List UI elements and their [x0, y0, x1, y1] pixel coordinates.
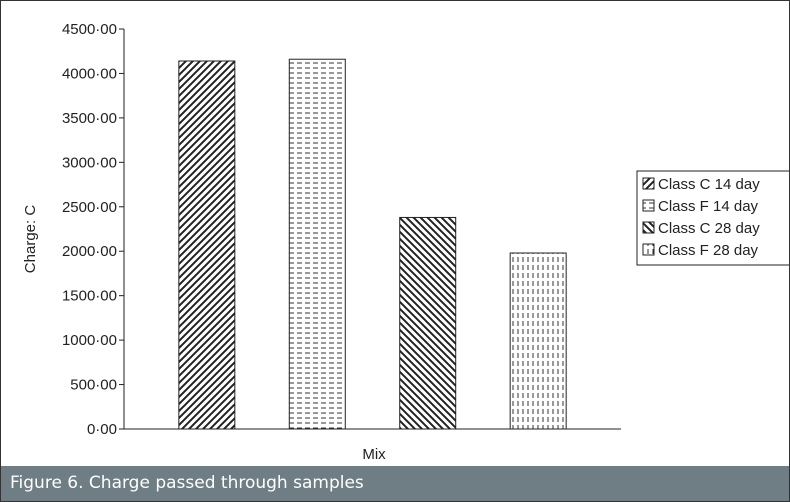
legend-label: Class F 28 day — [658, 242, 759, 259]
y-tick-label: 0·00 — [87, 421, 117, 438]
y-tick-label: 500·00 — [70, 377, 117, 394]
y-tick-label: 4500·00 — [62, 21, 117, 38]
legend-swatch — [642, 243, 655, 256]
bars — [178, 58, 567, 430]
legend-swatch — [642, 177, 655, 190]
caption-bar: Figure 6. Charge passed through samples — [1, 466, 789, 501]
legend-label: Class F 14 day — [658, 198, 759, 215]
y-tick-label: 3000·00 — [62, 154, 117, 171]
y-tick-label: 4000·00 — [62, 65, 117, 82]
figure-caption: Figure 6. Charge passed through samples — [10, 473, 364, 493]
bar-class-f-28-day — [509, 252, 567, 430]
legend-swatch — [642, 199, 655, 212]
x-axis-label: Mix — [362, 446, 386, 463]
bar-class-c-14-day — [178, 60, 236, 430]
bar-class-f-14-day — [288, 58, 346, 430]
y-axis-label: Charge: C — [22, 205, 39, 274]
legend-swatch — [642, 221, 655, 234]
legend-label: Class C 14 day — [658, 176, 760, 193]
y-tick-label: 2000·00 — [62, 243, 117, 260]
y-tick-label: 3500·00 — [62, 110, 117, 127]
y-axis: 0·00 500·00 1000·00 1500·00 2000·00 2500·00 30… — [62, 21, 621, 438]
legend: Class C 14 day Class F 14 day Class C 28 d… — [636, 170, 789, 266]
y-tick-label: 1000·00 — [62, 332, 117, 349]
bar-class-c-28-day — [399, 216, 457, 430]
legend-label: Class C 28 day — [658, 220, 760, 237]
bar-chart: 0·00 500·00 1000·00 1500·00 2000·00 2500·00 30… — [22, 21, 789, 463]
y-tick-label: 2500·00 — [62, 199, 117, 216]
y-tick-label: 1500·00 — [62, 288, 117, 305]
legend-box — [636, 170, 789, 266]
